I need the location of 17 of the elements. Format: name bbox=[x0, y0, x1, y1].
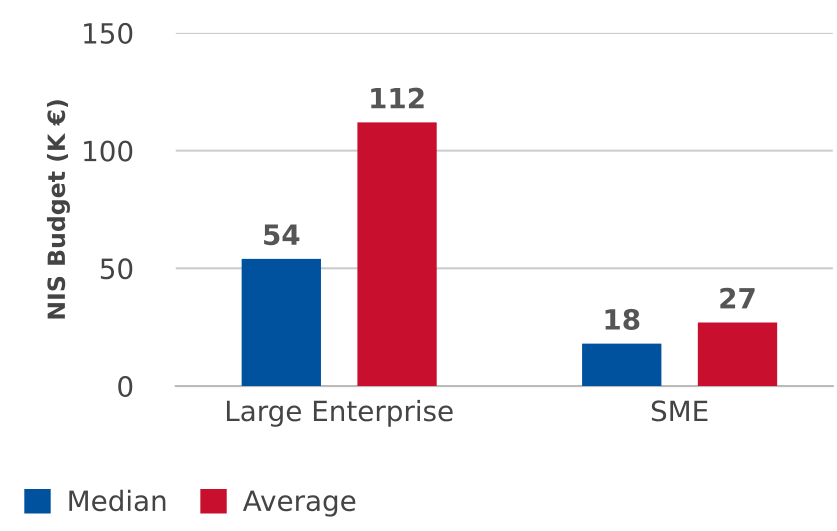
y-axis-title: NIS Budget (K €) bbox=[46, 100, 70, 319]
y-tick-label: 150 bbox=[84, 22, 132, 44]
data-label: 18 bbox=[606, 308, 640, 330]
y-tick-label: 0 bbox=[118, 376, 132, 397]
data-label: 27 bbox=[720, 288, 755, 308]
bar bbox=[357, 122, 437, 386]
legend-label: Average bbox=[242, 490, 356, 517]
bar bbox=[698, 322, 778, 386]
bar bbox=[242, 258, 321, 386]
legend-label: Median bbox=[69, 490, 166, 512]
data-label: 54 bbox=[264, 224, 300, 246]
y-tick-label: 100 bbox=[84, 140, 132, 162]
bar bbox=[582, 344, 662, 386]
x-tick-label: Large Enterprise bbox=[226, 400, 453, 427]
data-label: 112 bbox=[371, 88, 424, 108]
x-tick-label: SME bbox=[652, 400, 708, 422]
y-tick-label: 50 bbox=[100, 258, 132, 280]
